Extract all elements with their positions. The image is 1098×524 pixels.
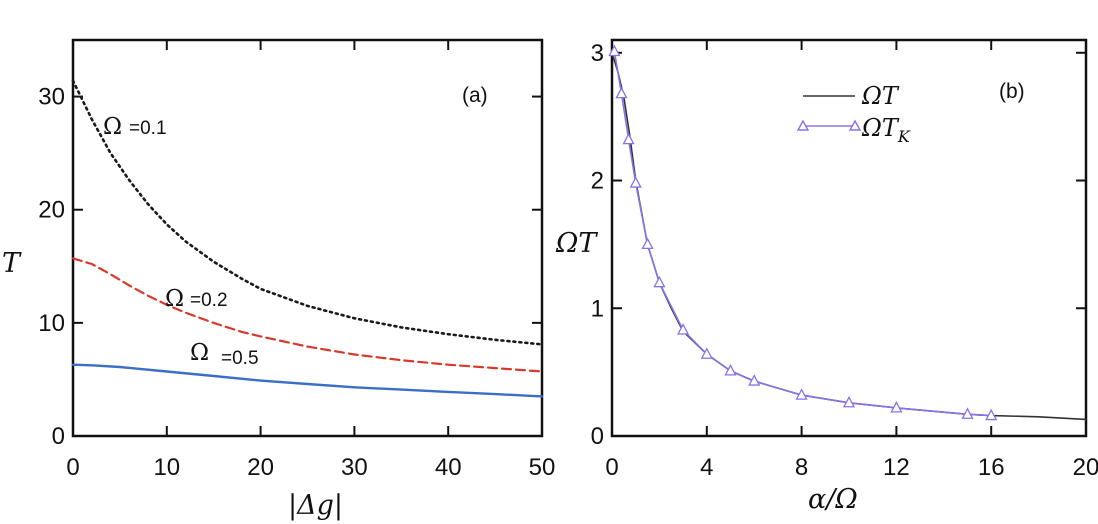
panel-b-xtick-label: 4 — [700, 454, 713, 481]
panel-b-ytick-label: 1 — [591, 295, 604, 322]
panel-b-series-marker — [615, 86, 628, 99]
annotation-omega-0-1-value: =0.1 — [129, 118, 167, 139]
panel-a-ytick-label: 10 — [38, 310, 65, 337]
panel-a-series-line-0 — [71, 79, 544, 346]
annotation-omega-0-2: Ω =0.2 — [165, 286, 228, 312]
panel-b-series — [608, 44, 1087, 421]
panel-a-ylabel: T — [2, 248, 22, 279]
annotation-omega-0-2-symbol: Ω — [165, 286, 184, 312]
panel-a-frame — [71, 38, 544, 438]
panel-a-ticks: 0 10 20 30 40 50 0 10 20 30 — [38, 40, 555, 481]
panel-b-series-line-1 — [613, 50, 993, 417]
legend-marker-right — [848, 119, 862, 131]
panel-b-xtick-label: 12 — [883, 454, 910, 481]
panel-b-series-marker — [724, 363, 737, 376]
legend-label-omega-tk: ΩTK — [861, 114, 911, 146]
panel-b-series-marker — [890, 401, 903, 413]
panel-b-series-marker — [961, 407, 974, 419]
legend-label-omega-t: ΩT — [861, 82, 900, 110]
panel-a-series — [71, 79, 544, 398]
panel-b-series-marker — [748, 374, 761, 386]
panel-b-xtick-label: 16 — [978, 454, 1005, 481]
panel-b-xtick-label: 20 — [1073, 454, 1098, 481]
panel-b-series-marker — [653, 275, 666, 288]
panel-b-xtick-label: 8 — [795, 454, 808, 481]
panel-b-tag: (b) — [999, 80, 1025, 103]
annotation-omega-0-5-symbol: Ω — [190, 340, 209, 366]
annotation-omega-0-2-value: =0.2 — [190, 290, 228, 311]
panel-a-ytick-label: 0 — [52, 423, 65, 450]
legend-label-omega-tk-sub: K — [897, 127, 911, 146]
panel-a: 0 10 20 30 40 50 0 10 20 30 (a) |Δg| T Ω =0.1 Ω =… — [2, 38, 555, 521]
panel-a-xtick-label: 30 — [341, 454, 368, 481]
panel-b-series-marker — [629, 176, 642, 188]
annotation-omega-0-1-symbol: Ω — [103, 114, 122, 140]
panel-b-series-marker — [608, 44, 621, 57]
legend-marker-left — [796, 119, 810, 131]
annotation-omega-0-5: Ω =0.5 — [190, 340, 259, 369]
panel-b-series-marker — [985, 408, 998, 421]
panel-b-series-marker — [700, 347, 713, 359]
panel-b-ylabel: ΩT — [555, 228, 598, 259]
panel-b-series-line-0 — [611, 51, 1087, 421]
panel-b-series-marker — [677, 323, 690, 335]
panel-b-ytick-label: 2 — [591, 168, 604, 195]
panel-a-tag: (a) — [462, 84, 488, 107]
panel-a-series-line-2 — [71, 363, 544, 398]
panel-a-xtick-label: 0 — [66, 454, 79, 481]
legend-label-omega-tk-main: ΩT — [861, 114, 900, 142]
panel-b-xlabel: α/Ω — [808, 484, 858, 515]
panel-b-series-marker — [842, 395, 856, 408]
panel-a-xtick-label: 50 — [529, 454, 556, 481]
panel-a-xtick-label: 20 — [247, 454, 274, 481]
annotation-omega-0-1: Ω =0.1 — [103, 114, 167, 140]
panel-a-xlabel: |Δg| — [288, 490, 343, 521]
panel-b-series-marker — [622, 132, 635, 145]
panel-b-series-marker — [641, 237, 654, 250]
panel-b-series-marker — [795, 388, 808, 400]
panel-b-frame — [610, 38, 1088, 438]
panel-b-xtick-label: 0 — [605, 454, 618, 481]
panel-a-xtick-label: 40 — [435, 454, 462, 481]
annotation-omega-0-5-value: =0.5 — [221, 348, 259, 369]
panel-b-ytick-label: 0 — [591, 423, 604, 450]
panel-b-ytick-label: 3 — [591, 40, 604, 67]
legend: ΩT ΩTK — [796, 82, 911, 146]
panel-a-ytick-label: 30 — [38, 84, 65, 111]
panel-a-xtick-label: 10 — [153, 454, 180, 481]
panel-a-series-line-1 — [71, 257, 544, 373]
panel-a-ytick-label: 20 — [38, 197, 65, 224]
